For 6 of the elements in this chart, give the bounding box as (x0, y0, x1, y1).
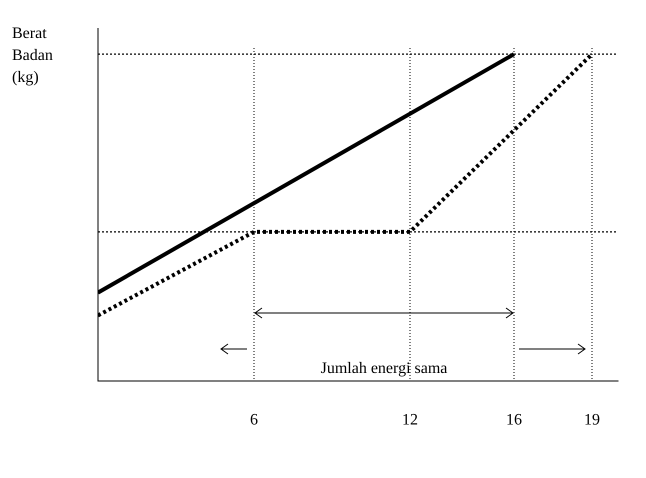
y-axis-title: Berat Badan (kg) (12, 25, 53, 86)
annotation: Jumlah energi sama (320, 360, 448, 377)
x-tick-label: 16 (506, 412, 522, 429)
x-tick-label: 19 (584, 412, 600, 429)
x-tick-label: 6 (250, 412, 258, 429)
x-tick-label: 12 (402, 412, 418, 429)
